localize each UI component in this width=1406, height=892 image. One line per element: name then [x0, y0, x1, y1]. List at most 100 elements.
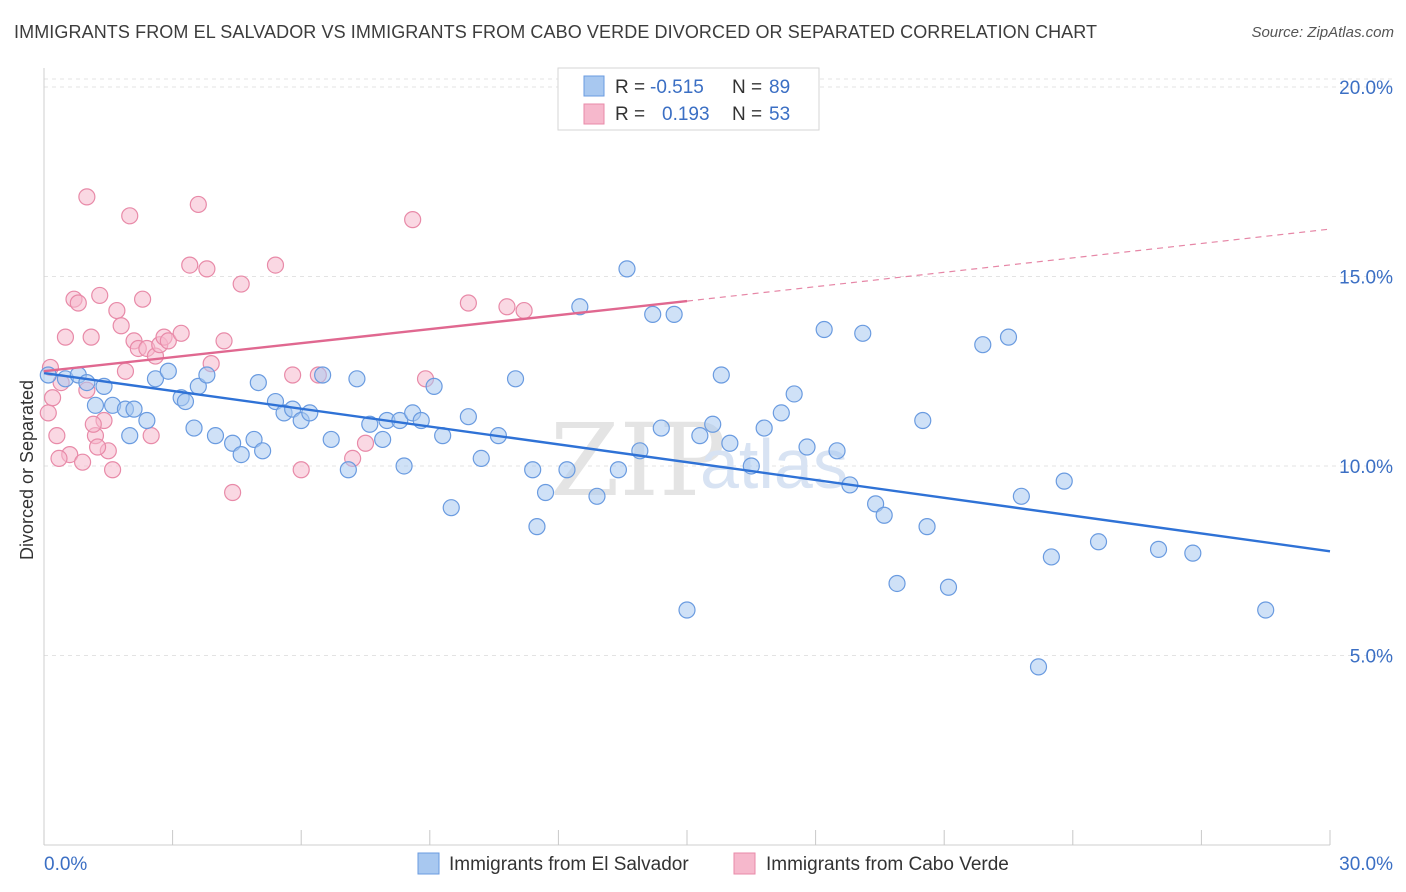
y-axis-label: Divorced or Separated	[17, 380, 37, 560]
source-credit: Source: ZipAtlas.com	[1251, 24, 1394, 41]
data-point	[91, 286, 109, 305]
data-point	[172, 324, 190, 342]
data-point	[888, 574, 906, 593]
bottom-legend-swatch-pink	[733, 852, 756, 875]
data-point	[356, 434, 375, 452]
data-point	[571, 298, 589, 316]
data-point	[867, 495, 885, 513]
pink-series-points	[39, 188, 533, 502]
data-point	[558, 461, 576, 479]
data-point	[43, 389, 62, 407]
series-legend: Immigrants from El Salvador Immigrants f…	[417, 852, 1009, 875]
data-point	[1089, 533, 1108, 551]
data-point	[138, 411, 156, 430]
data-point	[588, 487, 606, 505]
legend-swatch-pink	[583, 103, 605, 125]
data-point	[232, 275, 250, 293]
data-point	[1184, 544, 1202, 562]
data-point	[618, 260, 636, 278]
data-point	[78, 373, 96, 392]
data-point	[232, 446, 250, 464]
data-point	[39, 404, 57, 422]
data-point	[86, 396, 105, 414]
legend-swatch-blue	[583, 75, 605, 97]
data-point	[721, 434, 739, 452]
data-point	[524, 461, 542, 479]
bottom-legend-label-blue: Immigrants from El Salvador	[449, 854, 689, 875]
data-point	[442, 499, 460, 517]
data-point	[73, 453, 92, 471]
data-point	[245, 430, 263, 449]
trend-line	[43, 371, 1331, 553]
data-point	[374, 430, 392, 449]
data-point	[914, 411, 932, 430]
data-point	[159, 332, 177, 350]
data-point	[459, 408, 477, 426]
legend-r-value-pink: 0.193	[662, 104, 710, 125]
legend-r-label-pink: R =	[615, 104, 645, 125]
data-point	[284, 366, 302, 384]
data-point	[146, 370, 165, 388]
data-point	[678, 601, 696, 619]
data-point	[56, 328, 75, 346]
data-point	[88, 438, 107, 456]
data-point	[528, 518, 546, 536]
data-point	[103, 461, 122, 479]
data-point	[515, 301, 533, 320]
data-point	[133, 290, 152, 308]
data-point	[828, 442, 846, 460]
data-point	[206, 427, 225, 445]
data-point	[181, 256, 199, 274]
chart-title: IMMIGRANTS FROM EL SALVADOR VS IMMIGRANT…	[14, 22, 1098, 42]
y-tick-label: 20.0%	[1339, 78, 1393, 99]
data-point	[395, 457, 413, 475]
y-tick-label: 15.0%	[1339, 267, 1393, 288]
data-point	[974, 336, 992, 354]
data-point	[1042, 548, 1060, 566]
data-point	[918, 518, 936, 536]
data-point	[112, 317, 130, 335]
y-tick-label: 10.0%	[1339, 457, 1393, 478]
data-point	[536, 483, 555, 502]
data-point	[314, 366, 332, 384]
data-point	[798, 438, 816, 456]
data-point	[224, 483, 242, 502]
watermark-atlas: atlas	[700, 425, 848, 503]
data-point	[1257, 601, 1275, 619]
data-point	[1012, 487, 1030, 505]
data-point	[348, 370, 366, 388]
data-point	[652, 419, 670, 437]
legend-r-label-blue: R =	[615, 77, 645, 98]
legend-n-label-blue: N =	[732, 77, 762, 98]
data-point	[712, 366, 730, 384]
trend-lines	[43, 228, 1331, 553]
legend-n-value-pink: 53	[769, 104, 790, 125]
data-point	[198, 260, 216, 278]
data-point	[215, 332, 233, 350]
data-point	[292, 461, 310, 479]
data-point	[999, 328, 1018, 346]
data-point	[121, 207, 139, 225]
data-point	[301, 404, 319, 422]
x-tick-label-max: 30.0%	[1339, 854, 1393, 875]
bottom-legend-label-pink: Immigrants from Cabo Verde	[766, 854, 1009, 875]
legend-r-value-blue: -0.515	[650, 77, 704, 98]
data-point	[691, 427, 709, 445]
data-point	[815, 320, 833, 339]
x-tick-label-min: 0.0%	[44, 854, 87, 875]
legend-n-value-blue: 89	[769, 77, 790, 98]
data-point	[159, 362, 177, 380]
data-point	[48, 427, 66, 445]
stats-legend: R = -0.515 N = 89 R = 0.193 N = 53	[557, 67, 820, 131]
data-point	[665, 305, 683, 323]
data-point	[322, 430, 340, 449]
bottom-legend-swatch-blue	[417, 852, 440, 875]
data-point	[266, 256, 285, 274]
data-point	[875, 506, 893, 524]
data-point	[78, 188, 96, 206]
data-point	[425, 377, 443, 395]
data-point	[108, 301, 126, 320]
data-point	[472, 449, 490, 467]
x-ticks	[43, 830, 1331, 845]
